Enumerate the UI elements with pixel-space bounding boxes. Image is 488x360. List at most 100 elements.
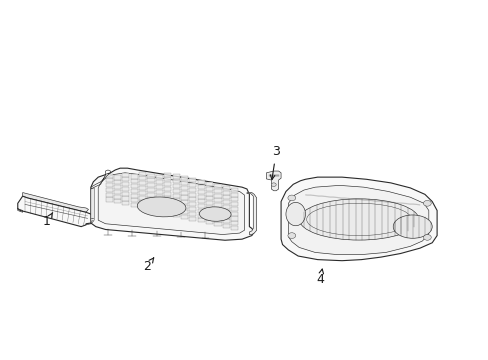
Text: 2: 2 [143,258,154,273]
Bar [147,193,154,197]
Bar [156,199,163,203]
Bar [181,195,188,199]
Bar [172,184,179,188]
Bar [181,181,188,185]
Bar [156,209,163,213]
Bar [197,190,204,194]
Bar [197,209,204,213]
Bar [205,206,213,210]
Circle shape [287,195,295,201]
Bar [172,179,179,183]
Bar [205,211,213,215]
Bar [189,188,196,192]
Bar [156,204,163,208]
Bar [164,201,171,205]
Bar [214,217,221,221]
Bar [223,186,229,190]
Bar [181,200,188,204]
Bar [114,180,121,184]
Bar [181,191,188,195]
Bar [139,181,146,185]
Bar [164,172,171,177]
Bar [214,213,221,217]
Bar [223,191,229,195]
Bar [223,219,229,224]
Bar [164,182,171,186]
Bar [130,179,138,183]
Bar [105,178,112,183]
Ellipse shape [137,197,185,217]
Bar [205,201,213,205]
Bar [130,203,138,207]
Polygon shape [246,193,256,234]
Bar [147,178,154,183]
Bar [130,189,138,193]
Bar [139,172,146,176]
Bar [147,207,154,211]
Polygon shape [266,171,281,191]
Polygon shape [288,185,428,255]
Bar [189,212,196,216]
Bar [164,206,171,210]
Bar [172,194,179,198]
Bar [214,184,221,188]
Bar [139,191,146,195]
Bar [223,215,229,219]
Bar [114,175,121,180]
Bar [189,193,196,197]
Bar [205,182,213,186]
Bar [156,175,163,180]
Polygon shape [281,177,436,261]
Bar [214,198,221,202]
Bar [223,210,229,214]
Text: 1: 1 [43,213,53,228]
Bar [139,186,146,190]
Bar [164,187,171,191]
Bar [105,197,112,202]
Bar [197,204,204,208]
Text: 4: 4 [316,269,324,286]
Bar [205,192,213,196]
Bar [231,212,238,216]
Bar [122,201,129,205]
Bar [172,208,179,212]
Bar [214,222,221,226]
Bar [172,189,179,193]
Bar [122,197,129,201]
Polygon shape [18,196,93,226]
Bar [214,194,221,198]
Bar [214,208,221,212]
Bar [189,216,196,221]
Bar [214,203,221,207]
Bar [114,194,121,199]
Bar [122,172,129,177]
Bar [114,185,121,189]
Bar [139,176,146,180]
Circle shape [271,183,276,186]
Bar [164,197,171,201]
Bar [172,175,179,179]
Bar [181,176,188,180]
Bar [147,174,154,177]
Bar [130,175,138,179]
Bar [156,190,163,194]
Polygon shape [22,193,88,212]
Bar [223,200,229,204]
Bar [156,194,163,199]
Bar [181,186,188,190]
Bar [147,197,154,202]
Bar [122,182,129,186]
Bar [205,216,213,220]
Bar [197,199,204,203]
Bar [231,202,238,206]
Bar [231,193,238,197]
Bar [189,202,196,206]
Bar [214,189,221,193]
Bar [172,213,179,217]
Ellipse shape [285,202,305,226]
Bar [105,188,112,192]
Bar [172,198,179,202]
Bar [197,185,204,189]
Polygon shape [91,188,94,221]
Bar [147,188,154,192]
